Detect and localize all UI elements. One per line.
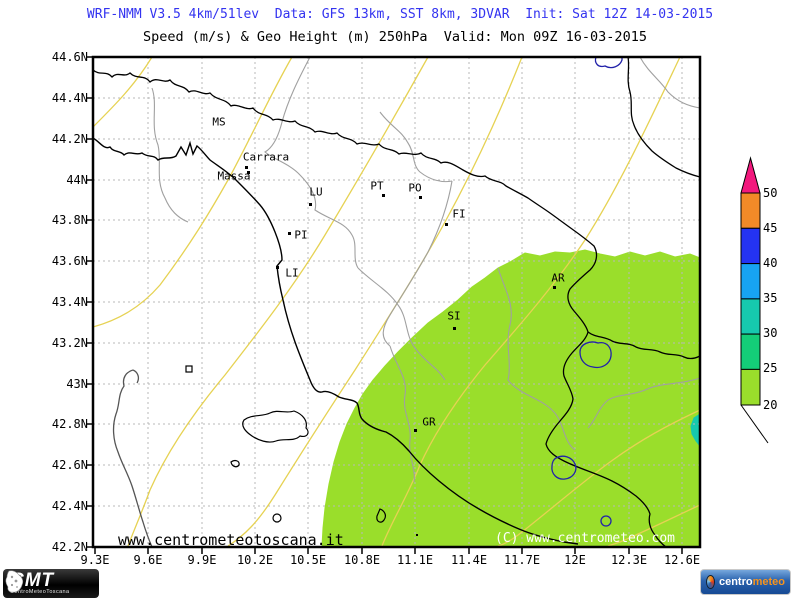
city-dot-si <box>453 327 456 330</box>
city-label-pt: PT <box>370 179 384 193</box>
ylabel-43-4: 43.4N <box>51 295 88 309</box>
city-label-lu: LU <box>309 185 323 199</box>
city-label-massa: Massa <box>217 169 251 183</box>
montecristo-island <box>272 513 282 523</box>
xlabel-9-6: 9.6E <box>133 553 163 567</box>
ylabel-44-2: 44.2N <box>51 132 88 146</box>
ylabel-42-6: 42.6N <box>51 458 88 472</box>
legend-value-40: 40 <box>763 256 778 270</box>
legend-value-25: 25 <box>763 361 778 375</box>
legend-value-30: 30 <box>763 326 778 340</box>
lake-trasimeno <box>579 341 612 369</box>
xlabel-10-2: 10.2E <box>236 553 274 567</box>
ylabel-44-6: 44.6N <box>51 50 88 64</box>
field-valid-title: Speed (m/s) & Geo Height (m) 250hPa Vali… <box>143 29 647 45</box>
ylabel-43-8: 43.8N <box>51 213 88 227</box>
colorbar-20-25 <box>740 368 761 406</box>
lake-vico <box>600 515 612 527</box>
wind-speed-area <box>321 249 701 547</box>
city-label-si: SI <box>447 309 461 323</box>
ylabel-44-4: 44.4N <box>51 91 88 105</box>
xlabel-10-8: 10.8E <box>343 553 381 567</box>
city-label-po: PO <box>408 181 422 195</box>
watermark-centrometeo: (C) www.centrometeo.com <box>495 531 676 546</box>
colorbar-25-30 <box>740 333 761 370</box>
cmt-logo: CMT CentroMeteoToscana <box>3 569 99 598</box>
corsica-coast <box>112 369 153 548</box>
ylabel-42-2: 42.2N <box>51 540 88 554</box>
colorbar-45-50 <box>740 192 761 229</box>
xlabel-11-4: 11.4E <box>450 553 488 567</box>
xlabel-12-6: 12.6E <box>663 553 701 567</box>
lake-bolsena <box>551 455 577 480</box>
xlabel-12: 12E <box>564 553 586 567</box>
xlabel-9-3: 9.3E <box>80 553 110 567</box>
colorbar-30-35 <box>740 298 761 335</box>
ylabel-43-6: 43.6N <box>51 254 88 268</box>
city-dot-massa <box>247 171 250 174</box>
city-label-li: LI <box>285 266 299 280</box>
city-dot-li <box>276 266 279 269</box>
legend-value-20: 20 <box>763 398 778 412</box>
city-dot-gr <box>414 429 417 432</box>
city-dot-fi <box>445 223 448 226</box>
city-label-fi: FI <box>452 207 466 221</box>
colorbar <box>740 156 769 444</box>
city-label-ms: MS <box>212 115 226 129</box>
xlabel-11-7: 11.7E <box>503 553 541 567</box>
coastline <box>92 137 579 545</box>
region-borders <box>92 56 701 548</box>
giglio-island <box>376 508 386 523</box>
city-dot-carrara <box>245 166 248 169</box>
gorgona-island <box>185 365 193 373</box>
elba-island <box>242 410 309 443</box>
islet-marker <box>416 534 418 536</box>
city-dot-ar <box>553 286 556 289</box>
colorbar-gt50 <box>740 156 761 194</box>
legend-value-50: 50 <box>763 186 778 200</box>
model-run-title: WRF-NMM V3.5 4km/51lev Data: GFS 13km, S… <box>86 7 714 22</box>
lakes <box>551 56 623 527</box>
province-borders <box>151 56 701 483</box>
xlabel-10-5: 10.5E <box>289 553 327 567</box>
ylabel-42-4: 42.4N <box>51 499 88 513</box>
city-dot-lu <box>309 203 312 206</box>
xlabel-9-9: 9.9E <box>187 553 217 567</box>
city-dot-pi <box>288 232 291 235</box>
centrometeo-text-centro: centro <box>718 576 753 588</box>
city-label-pi: PI <box>294 228 308 242</box>
colorbar-35-40 <box>740 263 761 300</box>
centrometeo-logo: centrometeo <box>700 569 791 595</box>
colorbar-tail <box>740 404 769 444</box>
ylabel-42-8: 42.8N <box>51 417 88 431</box>
cmt-logo-sub: CentroMeteoToscana <box>10 589 70 596</box>
ylabel-43: 43N <box>66 377 88 391</box>
city-label-ar: AR <box>551 271 565 285</box>
cmt-tuscany-icon <box>5 570 24 593</box>
map-frame <box>91 55 702 549</box>
centrometeo-logo-text: centrometeo <box>719 576 785 588</box>
xlabel-11-1: 11.1E <box>396 553 434 567</box>
lake-suviana <box>594 56 623 69</box>
xlabel-12-3: 12.3E <box>610 553 648 567</box>
city-label-carrara: Carrara <box>242 150 290 164</box>
ylabel-43-2: 43.2N <box>51 336 88 350</box>
legend-value-35: 35 <box>763 291 778 305</box>
watermark-centrometeotoscana: www.centrometeotoscana.it <box>118 531 344 549</box>
city-dot-pt <box>382 194 385 197</box>
pianosa-island <box>230 459 240 468</box>
latlon-grid <box>93 57 700 547</box>
centrometeo-text-meteo: meteo <box>752 576 785 588</box>
legend-value-45: 45 <box>763 221 778 235</box>
colorbar-40-45 <box>740 227 761 265</box>
centrometeo-swirl-icon <box>706 575 715 589</box>
ylabel-44: 44N <box>66 173 88 187</box>
city-dot-po <box>419 196 422 199</box>
city-label-gr: GR <box>422 415 436 429</box>
islands <box>185 365 386 523</box>
